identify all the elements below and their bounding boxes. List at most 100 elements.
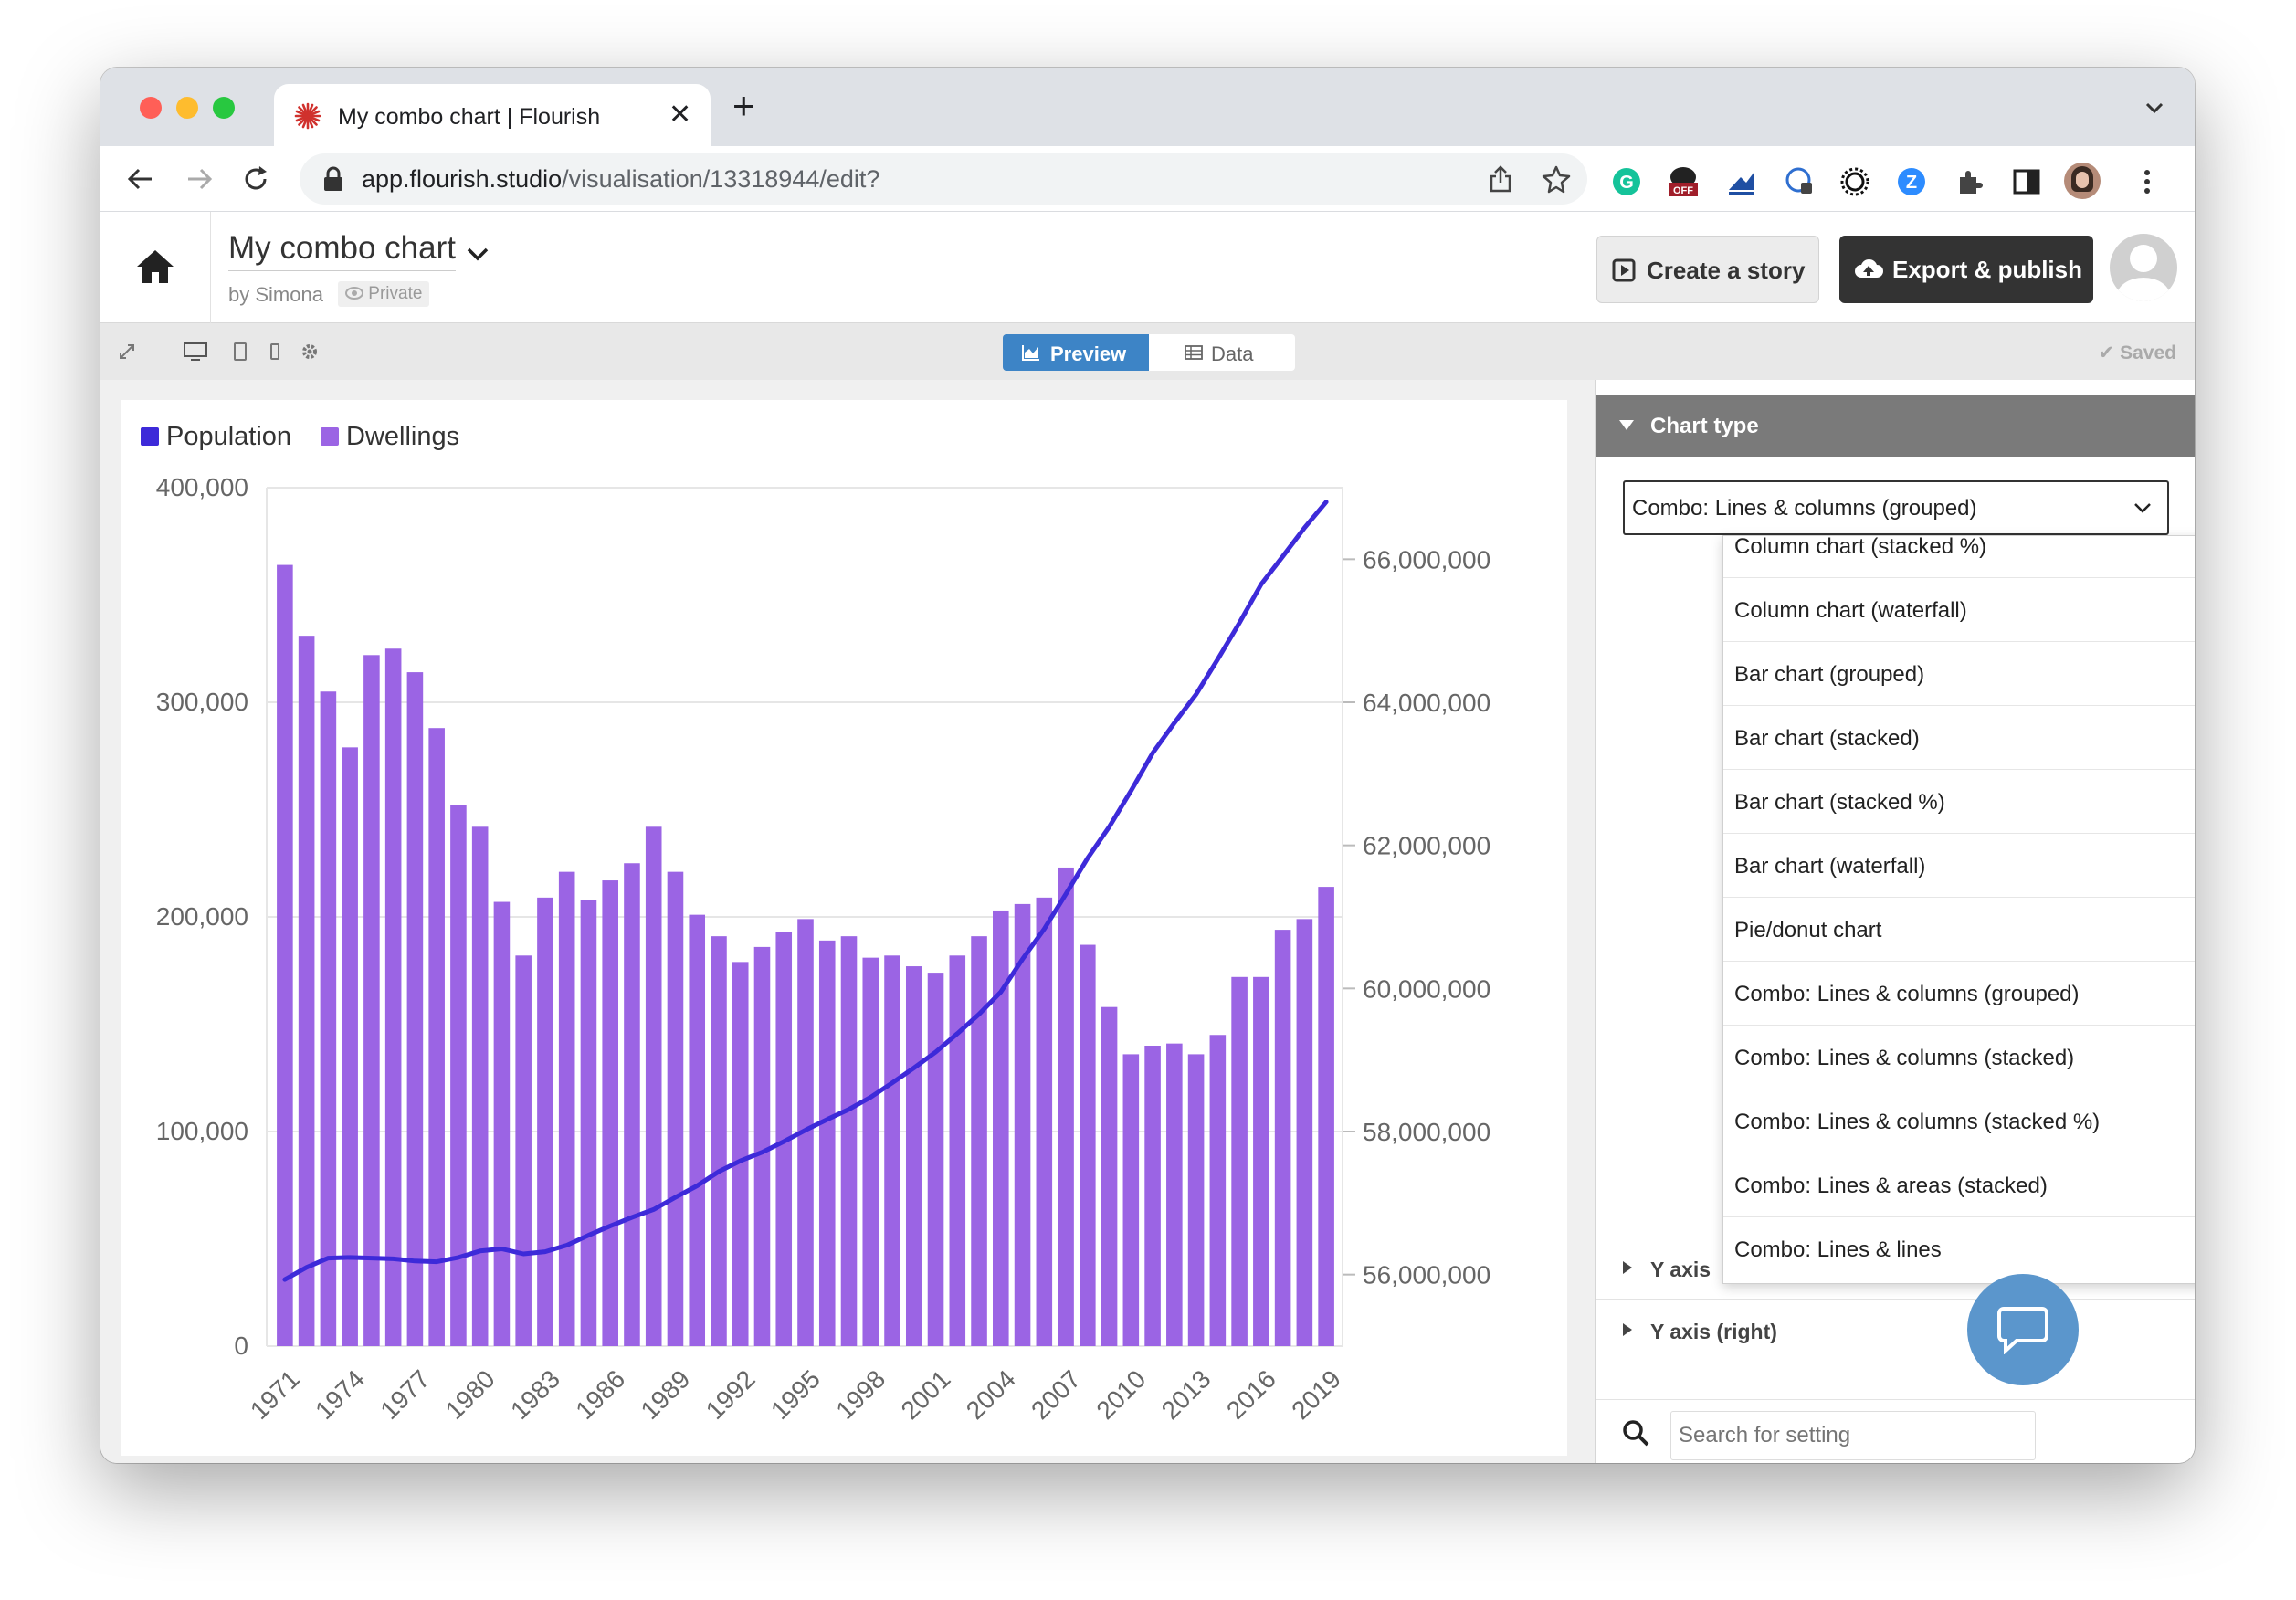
chart-type-heading: Chart type — [1650, 414, 1759, 438]
new-tab-button[interactable]: + — [732, 84, 755, 127]
dwellings-bar — [732, 962, 749, 1346]
dwellings-bar — [1036, 897, 1053, 1346]
dwellings-bar — [277, 564, 293, 1346]
option-combo-stacked[interactable]: Combo: Lines & columns (stacked) — [1723, 1026, 2195, 1089]
chevron-down-icon[interactable] — [2142, 95, 2167, 121]
maximize-window-button[interactable] — [213, 97, 235, 119]
option-bar-stacked[interactable]: Bar chart (stacked) — [1723, 706, 2195, 770]
extension-off-icon[interactable]: OFF — [1668, 166, 1699, 197]
browser-menu-icon[interactable] — [2132, 166, 2163, 197]
dwellings-bar — [993, 910, 1009, 1346]
caret-right-icon — [1623, 1323, 1632, 1336]
close-tab-icon[interactable]: ✕ — [669, 100, 692, 130]
chart-type-section-header[interactable]: Chart type — [1596, 395, 2195, 457]
extension-off-badge: OFF — [1673, 185, 1693, 196]
export-publish-button[interactable]: Export & publish — [1839, 236, 2093, 303]
dwellings-bar — [624, 863, 640, 1346]
url-host: app.flourish.studio — [362, 165, 563, 193]
option-combo-areas[interactable]: Combo: Lines & areas (stacked) — [1723, 1153, 2195, 1217]
x-tick-label: 1980 — [440, 1364, 500, 1425]
profile-avatar[interactable] — [2064, 163, 2101, 199]
option-column-stacked-pct[interactable]: Column chart (stacked %) — [1723, 535, 2195, 578]
chat-bubble-icon — [1997, 1307, 2048, 1354]
option-column-waterfall[interactable]: Column chart (waterfall) — [1723, 578, 2195, 642]
y-axis-right-label: Y axis (right) — [1650, 1320, 1777, 1343]
browser-window: My combo chart | Flourish ✕ + app.flouri… — [100, 68, 2195, 1463]
minimize-window-button[interactable] — [176, 97, 198, 119]
x-tick-label: 2019 — [1286, 1364, 1346, 1425]
option-pie-donut[interactable]: Pie/donut chart — [1723, 898, 2195, 962]
tab-preview-label: Preview — [1050, 342, 1127, 365]
option-combo-stacked-pct[interactable]: Combo: Lines & columns (stacked %) — [1723, 1089, 2195, 1153]
eye-icon — [345, 287, 363, 300]
grammarly-icon[interactable]: G — [1611, 166, 1642, 197]
dwellings-bar — [645, 826, 662, 1346]
dwellings-bar — [1318, 887, 1334, 1346]
y-left-tick-label: 400,000 — [156, 473, 248, 501]
dwellings-bar — [905, 966, 922, 1346]
side-panel-icon[interactable] — [2011, 166, 2042, 197]
x-tick-label: 2013 — [1156, 1364, 1216, 1425]
option-label: Column chart (stacked %) — [1734, 535, 1987, 559]
option-combo-grouped[interactable]: Combo: Lines & columns (grouped) — [1723, 962, 2195, 1026]
close-window-button[interactable] — [140, 97, 162, 119]
option-bar-stacked-pct[interactable]: Bar chart (stacked %) — [1723, 770, 2195, 834]
play-square-icon — [1612, 258, 1636, 282]
back-arrow-icon[interactable] — [124, 163, 157, 195]
save-status-label: Saved — [2120, 342, 2176, 363]
x-tick-label: 1971 — [245, 1364, 305, 1425]
option-bar-grouped[interactable]: Bar chart (grouped) — [1723, 642, 2195, 706]
extensions-puzzle-icon[interactable] — [1954, 166, 1985, 197]
desktop-icon[interactable] — [183, 342, 208, 362]
dwellings-bar — [1014, 903, 1031, 1346]
visualisation-title[interactable]: My combo chart — [228, 230, 456, 271]
sun-extension-icon[interactable] — [1839, 166, 1870, 197]
dwellings-bar — [1209, 1035, 1227, 1346]
create-story-button[interactable]: Create a story — [1596, 236, 1819, 303]
address-bar[interactable]: app.flourish.studio/visualisation/133189… — [300, 153, 1587, 205]
tab-preview[interactable]: Preview — [1003, 334, 1149, 371]
option-label: Pie/donut chart — [1734, 918, 1882, 942]
chevron-down-icon[interactable] — [464, 245, 491, 265]
option-label: Column chart (waterfall) — [1734, 598, 1967, 623]
table-icon — [1185, 345, 1203, 360]
bookmark-star-icon[interactable] — [1542, 164, 1571, 194]
forward-arrow-icon[interactable] — [183, 163, 216, 195]
zoom-extension-icon[interactable]: Z — [1896, 166, 1927, 197]
gear-icon[interactable] — [300, 342, 320, 362]
url-text: app.flourish.studio/visualisation/133189… — [362, 165, 879, 194]
x-tick-label: 1998 — [830, 1364, 890, 1425]
browser-tab[interactable]: My combo chart | Flourish ✕ — [274, 84, 711, 146]
x-tick-label: 2004 — [961, 1364, 1021, 1425]
option-combo-lines[interactable]: Combo: Lines & lines — [1723, 1217, 2195, 1281]
y-axis-right-section[interactable]: Y axis (right) — [1596, 1299, 2195, 1361]
chart-type-select[interactable]: Combo: Lines & columns (grouped) — [1623, 480, 2169, 535]
dwellings-bar — [493, 901, 511, 1346]
dwellings-bar — [711, 936, 727, 1346]
pixel-tool-icon[interactable] — [1726, 166, 1757, 197]
app-header: My combo chart by Simona Private Create … — [100, 212, 2195, 323]
legend-swatch — [321, 427, 339, 446]
user-avatar[interactable] — [2110, 234, 2177, 301]
tablet-icon[interactable] — [230, 342, 250, 362]
mobile-icon[interactable] — [265, 342, 285, 362]
search-icon — [1623, 1420, 1649, 1447]
tab-data[interactable]: Data — [1149, 334, 1295, 371]
y-left-tick-label: 300,000 — [156, 688, 248, 716]
y-right-tick-label: 66,000,000 — [1363, 545, 1490, 574]
x-tick-label: 1974 — [310, 1364, 370, 1425]
share-icon[interactable] — [1487, 164, 1514, 194]
reload-icon[interactable] — [239, 163, 272, 195]
home-icon[interactable] — [135, 248, 175, 285]
editor-toolbar: Preview Data ✔ Saved — [100, 323, 2195, 380]
option-bar-waterfall[interactable]: Bar chart (waterfall) — [1723, 834, 2195, 898]
search-setting-input[interactable] — [1670, 1411, 2036, 1460]
dwellings-bar — [927, 973, 944, 1346]
password-manager-icon[interactable] — [1785, 166, 1816, 197]
fullscreen-icon[interactable] — [117, 342, 137, 362]
create-story-label: Create a story — [1647, 257, 1806, 284]
dwellings-bar — [753, 946, 771, 1346]
x-tick-label: 1977 — [374, 1364, 435, 1425]
dwellings-bar — [949, 955, 966, 1346]
help-chat-button[interactable] — [1967, 1274, 2079, 1385]
